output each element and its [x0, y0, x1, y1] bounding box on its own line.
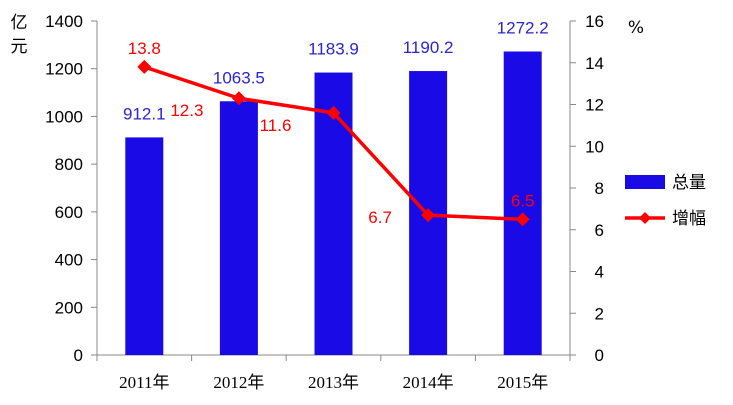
bar-data-labels: 912.1 1063.5 1183.9 1190.2 1272.2: [123, 18, 549, 123]
line-marker: [326, 105, 341, 120]
right-axis-tick-label: 10: [585, 137, 604, 156]
left-axis-unit-char: 元: [11, 37, 28, 57]
bar-data-label: 1272.2: [497, 18, 549, 37]
right-axis-unit: %: [628, 18, 644, 38]
x-axis-category-label: 2012年: [213, 373, 264, 392]
left-axis-tick-label: 1400: [45, 12, 83, 31]
left-axis-tick-label: 1000: [45, 107, 83, 126]
right-axis-tick-label: 2: [595, 304, 604, 323]
left-axis-tick-label: 1200: [45, 60, 83, 79]
line-marker: [231, 91, 246, 106]
bar: [503, 51, 542, 355]
x-axis-category-label: 2013年: [308, 373, 359, 392]
x-axis-category-label: 2011年: [119, 373, 169, 392]
bar-series: [125, 51, 542, 356]
line-data-label: 6.7: [368, 208, 392, 227]
bar: [219, 101, 258, 355]
left-axis-unit-char: 亿: [11, 13, 28, 33]
right-axis-tick-label: 0: [595, 346, 604, 365]
line-marker: [137, 59, 152, 74]
left-axis-tick-label: 400: [55, 251, 83, 270]
right-axis-tick-label: 6: [595, 221, 604, 240]
bar-data-label: 1183.9: [308, 40, 359, 59]
right-axis-tick-label: 16: [585, 12, 604, 31]
left-axis-tick-label: 800: [55, 155, 83, 174]
bar-data-label: 912.1: [123, 104, 166, 123]
bar-data-label: 1063.5: [213, 68, 265, 87]
bar: [125, 137, 164, 355]
right-axis-tick-label: 4: [595, 263, 604, 282]
line-data-label: 11.6: [260, 116, 292, 135]
right-axis-tick-label: 12: [585, 96, 604, 115]
line-series: [137, 59, 530, 227]
line-data-labels: 13.8 12.3 11.6 6.7 6.5: [128, 39, 535, 227]
legend-bar-swatch: [625, 175, 665, 189]
axes: 0 200 400 600 800 1000 1200 1400 0 2 4 6 8 10 12 14 16 20…: [11, 12, 645, 392]
legend-bar-label: 总量: [672, 173, 706, 193]
right-axis-tick-label: 8: [595, 179, 604, 198]
line-data-label: 6.5: [511, 191, 535, 210]
line-marker: [515, 212, 530, 227]
left-axis-tick-label: 0: [74, 346, 83, 365]
legend-line-label: 增幅: [672, 209, 706, 229]
right-axis-tick-label: 14: [585, 54, 604, 73]
x-axis-category-label: 2014年: [403, 373, 454, 392]
legend-line-marker: [639, 212, 651, 224]
line-marker: [421, 208, 436, 223]
left-axis-tick-label: 600: [55, 203, 83, 222]
line-data-label: 13.8: [128, 39, 161, 58]
bar-data-label: 1190.2: [403, 38, 454, 57]
line-data-label: 12.3: [170, 101, 203, 120]
left-axis-tick-label: 200: [55, 298, 83, 317]
x-axis-category-label: 2015年: [497, 373, 548, 392]
